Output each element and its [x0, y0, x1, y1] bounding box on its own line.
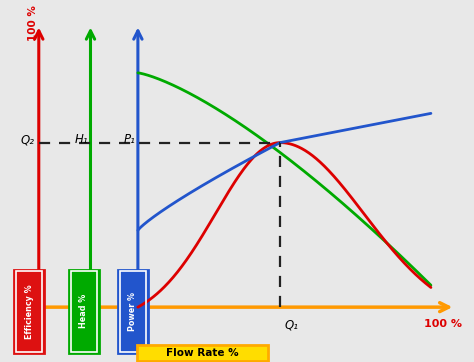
- Text: Flow Rate %: Flow Rate %: [166, 348, 239, 358]
- FancyBboxPatch shape: [69, 270, 99, 353]
- FancyBboxPatch shape: [14, 270, 44, 353]
- Text: 100 %: 100 %: [424, 320, 463, 329]
- Text: Efficiency %: Efficiency %: [25, 284, 34, 338]
- Text: 100 %: 100 %: [28, 5, 38, 41]
- Text: Head %: Head %: [79, 294, 88, 328]
- Text: H₁: H₁: [75, 133, 88, 146]
- Text: Q₂: Q₂: [20, 133, 35, 146]
- FancyBboxPatch shape: [137, 345, 268, 361]
- Text: P₁: P₁: [124, 133, 136, 146]
- FancyBboxPatch shape: [118, 270, 148, 353]
- Text: Q₁: Q₁: [284, 318, 299, 331]
- Text: Power %: Power %: [128, 292, 137, 331]
